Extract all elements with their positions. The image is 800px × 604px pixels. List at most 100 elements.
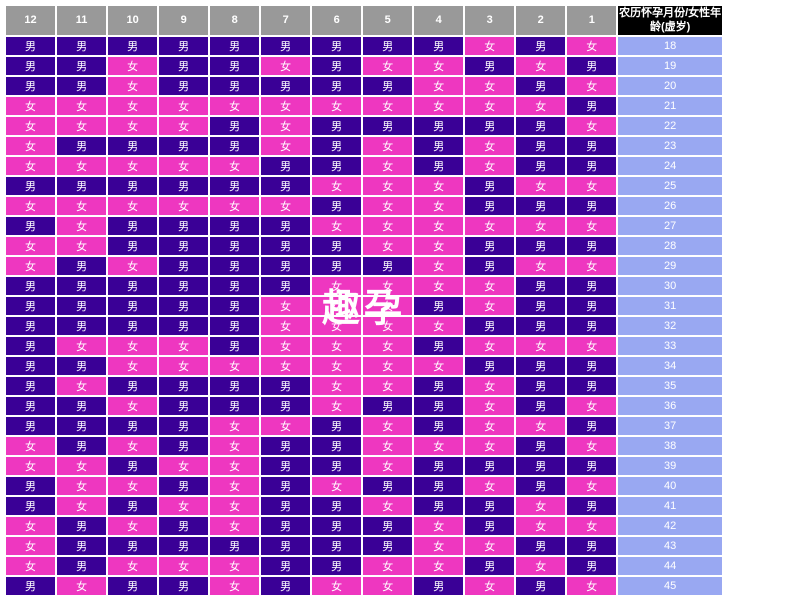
- male-cell: 男: [108, 377, 157, 395]
- female-cell: 女: [363, 217, 412, 235]
- male-cell: 男: [261, 477, 310, 495]
- male-cell: 男: [516, 397, 565, 415]
- male-cell: 男: [261, 377, 310, 395]
- age-cell: 21: [618, 97, 722, 115]
- age-cell: 42: [618, 517, 722, 535]
- male-cell: 男: [312, 117, 361, 135]
- female-cell: 女: [567, 577, 616, 595]
- female-cell: 女: [465, 437, 514, 455]
- age-cell: 33: [618, 337, 722, 355]
- female-cell: 女: [108, 77, 157, 95]
- female-cell: 女: [210, 497, 259, 515]
- female-cell: 女: [108, 517, 157, 535]
- male-cell: 男: [465, 197, 514, 215]
- male-cell: 男: [159, 377, 208, 395]
- male-cell: 男: [312, 457, 361, 475]
- male-cell: 男: [516, 357, 565, 375]
- age-cell: 24: [618, 157, 722, 175]
- table-row: 男男男男男男女女女男女女25: [6, 177, 722, 195]
- male-cell: 男: [159, 77, 208, 95]
- female-cell: 女: [108, 97, 157, 115]
- male-cell: 男: [210, 37, 259, 55]
- female-cell: 女: [210, 357, 259, 375]
- male-cell: 男: [516, 437, 565, 455]
- male-cell: 男: [312, 157, 361, 175]
- female-cell: 女: [414, 257, 463, 275]
- female-cell: 女: [57, 497, 106, 515]
- female-cell: 女: [363, 437, 412, 455]
- male-cell: 男: [261, 217, 310, 235]
- male-cell: 男: [6, 377, 55, 395]
- female-cell: 女: [159, 117, 208, 135]
- female-cell: 女: [57, 337, 106, 355]
- table-row: 男男女男男男女男男女男女36: [6, 397, 722, 415]
- male-cell: 男: [363, 517, 412, 535]
- female-cell: 女: [516, 217, 565, 235]
- female-cell: 女: [6, 257, 55, 275]
- female-cell: 女: [57, 457, 106, 475]
- male-cell: 男: [312, 257, 361, 275]
- male-cell: 男: [57, 417, 106, 435]
- male-cell: 男: [108, 297, 157, 315]
- female-cell: 女: [6, 137, 55, 155]
- male-cell: 男: [159, 317, 208, 335]
- month-header: 3: [465, 6, 514, 35]
- male-cell: 男: [516, 297, 565, 315]
- female-cell: 女: [210, 517, 259, 535]
- female-cell: 女: [159, 337, 208, 355]
- female-cell: 女: [159, 357, 208, 375]
- male-cell: 男: [363, 397, 412, 415]
- female-cell: 女: [567, 257, 616, 275]
- female-cell: 女: [108, 57, 157, 75]
- male-cell: 男: [312, 497, 361, 515]
- table-row: 女男女男男男男男女男女女29: [6, 257, 722, 275]
- female-cell: 女: [363, 277, 412, 295]
- male-cell: 男: [516, 377, 565, 395]
- male-cell: 男: [312, 137, 361, 155]
- male-cell: 男: [159, 297, 208, 315]
- male-cell: 男: [210, 537, 259, 555]
- male-cell: 男: [210, 257, 259, 275]
- male-cell: 男: [6, 37, 55, 55]
- female-cell: 女: [414, 557, 463, 575]
- month-header: 10: [108, 6, 157, 35]
- male-cell: 男: [6, 577, 55, 595]
- table-row: 男女男男女男女女男女男女45: [6, 577, 722, 595]
- table-row: 男女男女女男男女男男女男41: [6, 497, 722, 515]
- female-cell: 女: [261, 317, 310, 335]
- female-cell: 女: [210, 457, 259, 475]
- male-cell: 男: [159, 277, 208, 295]
- female-cell: 女: [363, 577, 412, 595]
- table-row: 女男男男男男男男女女男男43: [6, 537, 722, 555]
- male-cell: 男: [516, 277, 565, 295]
- male-cell: 男: [261, 77, 310, 95]
- female-cell: 女: [6, 237, 55, 255]
- month-header: 12: [6, 6, 55, 35]
- age-cell: 44: [618, 557, 722, 575]
- male-cell: 男: [312, 197, 361, 215]
- female-cell: 女: [6, 157, 55, 175]
- male-cell: 男: [108, 317, 157, 335]
- male-cell: 男: [567, 377, 616, 395]
- male-cell: 男: [312, 417, 361, 435]
- male-cell: 男: [57, 277, 106, 295]
- female-cell: 女: [108, 257, 157, 275]
- female-cell: 女: [210, 557, 259, 575]
- male-cell: 男: [516, 157, 565, 175]
- female-cell: 女: [414, 57, 463, 75]
- female-cell: 女: [57, 217, 106, 235]
- female-cell: 女: [6, 557, 55, 575]
- male-cell: 男: [210, 117, 259, 135]
- month-header: 9: [159, 6, 208, 35]
- age-header: 农历怀孕月份/女性年龄(虚岁): [618, 6, 722, 35]
- month-header: 2: [516, 6, 565, 35]
- male-cell: 男: [567, 137, 616, 155]
- month-header: 8: [210, 6, 259, 35]
- male-cell: 男: [363, 477, 412, 495]
- male-cell: 男: [57, 257, 106, 275]
- male-cell: 男: [516, 317, 565, 335]
- female-cell: 女: [57, 197, 106, 215]
- male-cell: 男: [210, 297, 259, 315]
- female-cell: 女: [567, 117, 616, 135]
- age-cell: 29: [618, 257, 722, 275]
